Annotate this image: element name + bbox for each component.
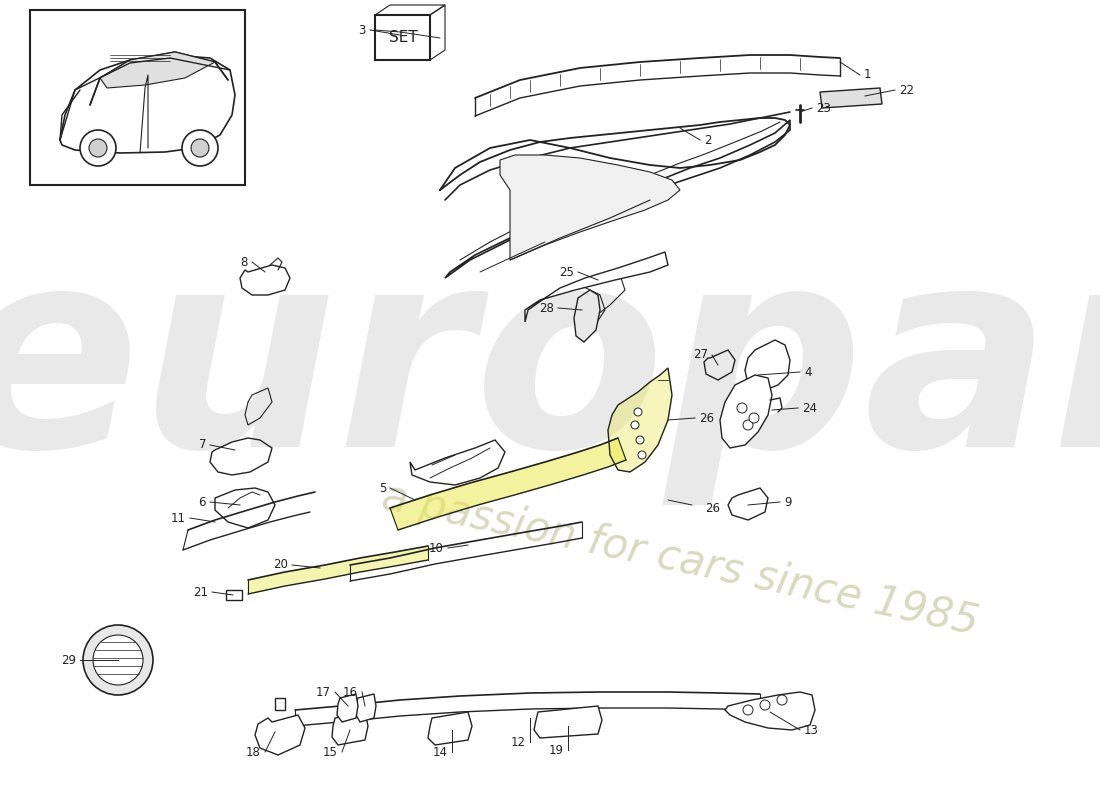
Text: 6: 6 [198, 495, 206, 509]
Text: 9: 9 [784, 495, 792, 509]
Circle shape [631, 421, 639, 429]
Text: 29: 29 [60, 654, 76, 666]
Polygon shape [728, 488, 768, 520]
Text: 7: 7 [198, 438, 206, 451]
Circle shape [638, 451, 646, 459]
Text: 12: 12 [512, 735, 526, 749]
Polygon shape [255, 715, 305, 755]
Polygon shape [226, 590, 242, 600]
Text: 22: 22 [899, 83, 914, 97]
Text: 26: 26 [705, 502, 720, 514]
Text: 1: 1 [864, 69, 871, 82]
Polygon shape [428, 712, 472, 745]
Polygon shape [356, 694, 376, 722]
Text: 15: 15 [323, 746, 338, 758]
Polygon shape [390, 438, 626, 530]
Text: 26: 26 [698, 411, 714, 425]
Text: 19: 19 [549, 743, 564, 757]
Circle shape [737, 403, 747, 413]
Polygon shape [275, 698, 285, 710]
Polygon shape [240, 265, 290, 295]
Polygon shape [30, 10, 245, 185]
Text: 2: 2 [704, 134, 712, 146]
Polygon shape [248, 546, 428, 594]
Circle shape [191, 139, 209, 157]
Circle shape [80, 130, 116, 166]
Text: 28: 28 [539, 302, 554, 314]
Polygon shape [500, 155, 680, 260]
Circle shape [760, 700, 770, 710]
Text: 10: 10 [429, 542, 444, 554]
Text: 27: 27 [693, 349, 708, 362]
Circle shape [82, 625, 153, 695]
Text: 25: 25 [559, 266, 574, 278]
Polygon shape [725, 692, 815, 730]
Circle shape [634, 408, 642, 416]
Text: 16: 16 [343, 686, 358, 698]
Text: 24: 24 [802, 402, 817, 414]
Text: 20: 20 [273, 558, 288, 571]
Text: 8: 8 [241, 255, 248, 269]
Text: 4: 4 [804, 366, 812, 378]
Circle shape [777, 695, 786, 705]
Polygon shape [534, 706, 602, 738]
Circle shape [749, 413, 759, 423]
Circle shape [742, 420, 754, 430]
Text: a passion for cars since 1985: a passion for cars since 1985 [377, 476, 982, 644]
Text: 14: 14 [433, 746, 448, 758]
Polygon shape [574, 290, 600, 342]
Text: 5: 5 [378, 482, 386, 494]
Text: 3: 3 [359, 23, 366, 37]
Text: 21: 21 [192, 586, 208, 598]
Polygon shape [337, 694, 358, 722]
Polygon shape [100, 52, 214, 88]
Polygon shape [525, 252, 668, 322]
Circle shape [89, 139, 107, 157]
Text: europarts: europarts [0, 235, 1100, 505]
Polygon shape [332, 712, 368, 745]
Text: 11: 11 [170, 511, 186, 525]
Polygon shape [608, 368, 672, 472]
Polygon shape [375, 15, 430, 60]
Text: 18: 18 [246, 746, 261, 758]
Text: SET: SET [388, 30, 417, 46]
Polygon shape [720, 375, 772, 448]
Polygon shape [820, 88, 882, 108]
Text: 23: 23 [816, 102, 831, 114]
Text: 13: 13 [804, 723, 818, 737]
Circle shape [94, 635, 143, 685]
Text: 17: 17 [316, 686, 331, 698]
Circle shape [636, 436, 644, 444]
Circle shape [742, 705, 754, 715]
Circle shape [182, 130, 218, 166]
